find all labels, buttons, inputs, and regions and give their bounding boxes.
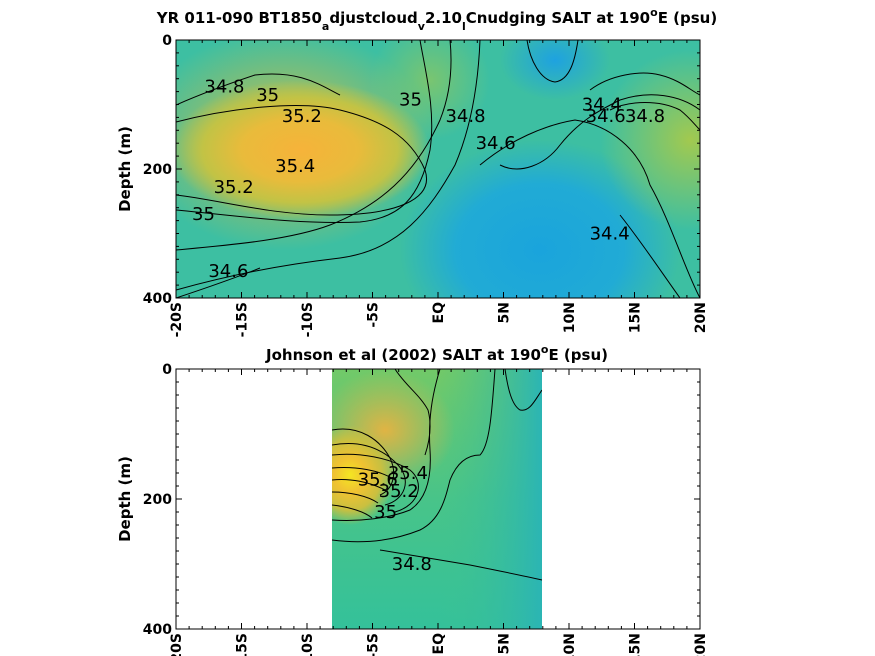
top-contour-label: 35.2 [282, 106, 322, 127]
axes-layer: -20S -15S -10S -5S EQ 5N 10N 15N 20N 0 200 400 Depth… [116, 33, 709, 656]
top-x-tick-label: -5S [366, 302, 382, 328]
bottom-x-tick-label: -15S [235, 633, 251, 656]
bottom-x-tick-label: -5S [366, 633, 382, 656]
top-contour-label: 34.4 [582, 95, 622, 116]
top-contour-label: 35 [256, 85, 279, 106]
top-contour-label: 34.6 [476, 133, 516, 154]
top-x-tick-label: 5N [497, 302, 513, 323]
top-x-tick-label: -15S [235, 302, 251, 337]
bottom-x-tick-label: 20N [693, 633, 709, 656]
top-contour-label: 35 [192, 204, 215, 225]
top-x-tick-label: EQ [431, 302, 447, 324]
bottom-contour-label: 35 [374, 502, 397, 523]
bottom-contour-label: 35.6 [358, 470, 398, 491]
top-x-tick-label: -20S [169, 302, 185, 337]
top-x-tick-label: 20N [693, 302, 709, 333]
top-contour-label: 34.6 [586, 106, 626, 127]
bottom-contour-label: 35.4 [388, 463, 428, 484]
top-contour-label: 35.4 [275, 156, 315, 177]
bottom-axes: -20S -15S -10S -5S EQ 5N 10N 15N 20N 0 200 400 Depth… [116, 362, 709, 656]
top-panel: YR 011-090 BT1850adjustcloudv2.10lCnudgi… [156, 6, 717, 298]
top-panel-title: YR 011-090 BT1850adjustcloudv2.10lCnudgi… [156, 6, 717, 33]
top-contour-lines [176, 40, 700, 298]
top-y-tick-label: 200 [143, 162, 172, 178]
bottom-y-axis-label: Depth (m) [116, 456, 134, 542]
bottom-x-tick-label: 10N [562, 633, 578, 656]
bottom-contour-label: 34.8 [392, 554, 432, 575]
top-x-tick-label: 15N [628, 302, 644, 333]
bottom-x-tick-label: 5N [497, 633, 513, 654]
bottom-salinity-field [332, 369, 542, 629]
bottom-panel-title: Johnson et al (2002) SALT at 190oE (psu) [265, 343, 608, 364]
top-axes: -20S -15S -10S -5S EQ 5N 10N 15N 20N 0 200 400 Depth… [116, 33, 709, 337]
top-contour-label: 35.2 [214, 177, 254, 198]
bottom-x-tick-label: -10S [300, 633, 316, 656]
bottom-y-tick-label: 200 [143, 492, 172, 508]
bottom-contour-label: 35.2 [379, 481, 419, 502]
top-contour-label: 34.8 [204, 76, 244, 97]
top-contour-label: 34.8 [625, 106, 665, 127]
top-contour-label: 34.6 [208, 261, 248, 282]
bottom-x-tick-label: 15N [628, 633, 644, 656]
top-y-axis-label: Depth (m) [116, 126, 134, 212]
bottom-x-tick-label: EQ [431, 633, 447, 655]
bottom-contour-lines [332, 369, 542, 581]
bottom-y-tick-label: 400 [143, 622, 172, 638]
top-contour-label: 34.8 [445, 106, 485, 127]
top-x-tick-label: -10S [300, 302, 316, 337]
bottom-x-tick-label: -20S [169, 633, 185, 656]
top-salinity-field [176, 40, 700, 298]
top-y-tick-label: 0 [162, 33, 172, 49]
bottom-panel: Johnson et al (2002) SALT at 190oE (psu) [265, 343, 608, 629]
top-x-tick-label: 10N [562, 302, 578, 333]
top-contour-label: 34.4 [590, 224, 630, 245]
bottom-y-tick-label: 0 [162, 362, 172, 378]
top-contour-label: 35 [399, 89, 422, 110]
top-y-tick-label: 400 [143, 291, 172, 307]
